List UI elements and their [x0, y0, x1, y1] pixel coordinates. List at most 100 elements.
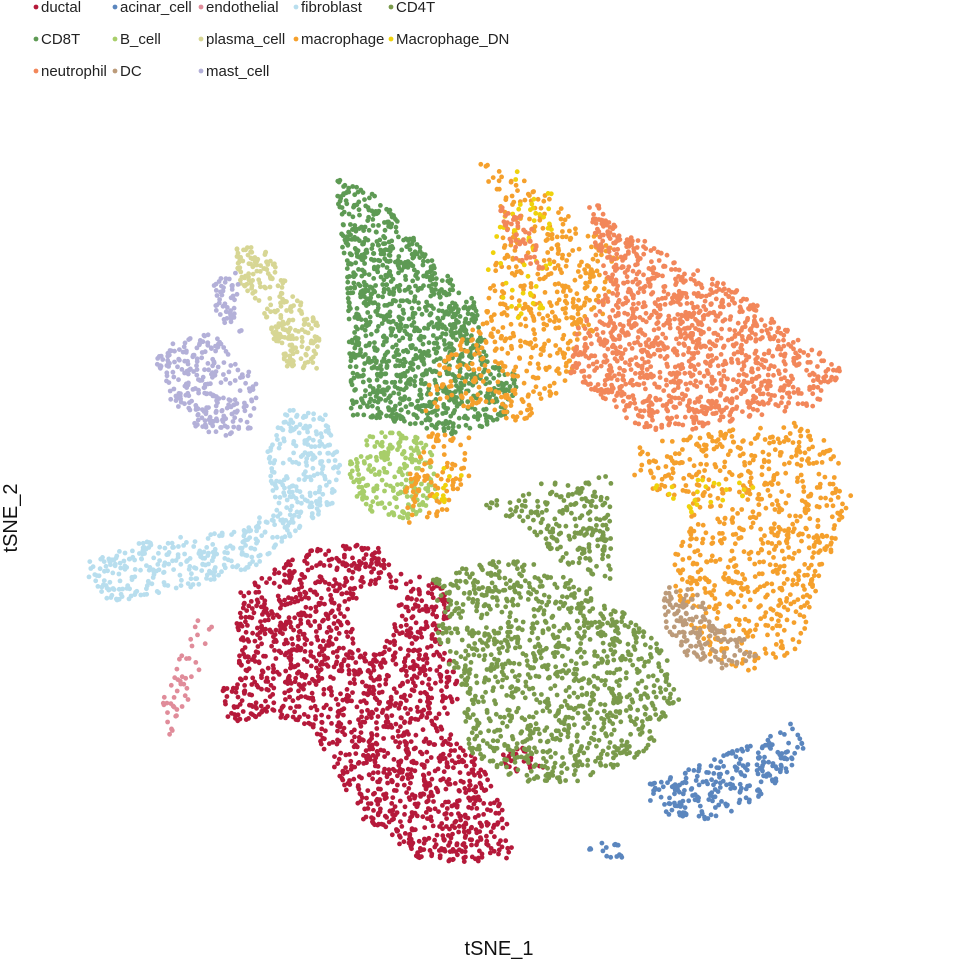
scatter-point	[438, 724, 444, 730]
scatter-point	[391, 757, 397, 762]
scatter-point	[443, 786, 449, 792]
scatter-point	[116, 571, 122, 577]
scatter-point	[400, 681, 405, 687]
scatter-point	[485, 807, 490, 812]
scatter-point	[640, 634, 646, 639]
scatter-point	[236, 627, 242, 633]
scatter-point	[495, 572, 501, 578]
scatter-point	[492, 834, 497, 840]
scatter-point	[755, 750, 761, 756]
scatter-point	[518, 595, 523, 600]
scatter-point	[255, 625, 260, 631]
scatter-point	[334, 449, 340, 455]
scatter-point	[374, 697, 380, 703]
scatter-point	[368, 801, 374, 806]
scatter-point	[449, 611, 455, 617]
scatter-point	[125, 583, 131, 588]
scatter-point	[263, 519, 269, 525]
scatter-point	[582, 629, 587, 635]
scatter-point	[378, 247, 383, 253]
scatter-point	[503, 513, 509, 519]
scatter-point	[341, 657, 347, 663]
scatter-point	[403, 743, 409, 748]
scatter-point	[444, 824, 449, 829]
scatter-point	[528, 591, 534, 597]
scatter-point	[318, 643, 323, 649]
scatter-point	[240, 605, 246, 611]
scatter-point	[391, 638, 397, 644]
scatter-point	[353, 543, 359, 549]
scatter-point	[407, 421, 413, 427]
scatter-point	[710, 798, 715, 804]
scatter-point	[249, 545, 254, 551]
scatter-point	[132, 567, 138, 572]
scatter-point	[320, 661, 326, 667]
scatter-point	[521, 562, 527, 568]
scatter-point	[550, 613, 556, 619]
scatter-point	[576, 678, 582, 684]
scatter-point	[313, 604, 319, 610]
scatter-point	[658, 794, 664, 800]
scatter-point	[455, 585, 461, 591]
scatter-point	[495, 630, 501, 636]
scatter-point	[516, 661, 522, 667]
scatter-point	[627, 692, 633, 698]
scatter-point	[546, 599, 552, 605]
scatter-point	[323, 428, 329, 434]
scatter-point	[500, 665, 506, 671]
scatter-point	[459, 673, 464, 679]
scatter-point	[179, 704, 185, 709]
scatter-point	[650, 673, 656, 679]
scatter-point	[450, 831, 455, 837]
scatter-point	[394, 628, 399, 634]
scatter-point	[446, 590, 452, 596]
scatter-point	[375, 770, 381, 775]
scatter-point	[148, 540, 153, 546]
scatter-point	[444, 684, 449, 690]
scatter-point	[730, 776, 735, 781]
scatter-point	[302, 649, 308, 654]
scatter-point	[541, 592, 547, 598]
scatter-point	[302, 642, 308, 647]
scatter-point	[425, 645, 430, 650]
scatter-point	[488, 783, 494, 789]
scatter-point	[310, 465, 316, 471]
scatter-point	[290, 459, 295, 465]
scatter-point	[298, 617, 303, 623]
scatter-point	[416, 656, 422, 662]
scatter-point	[466, 795, 471, 801]
scatter-point	[463, 719, 469, 724]
scatter-point	[360, 241, 365, 247]
scatter-point	[498, 761, 504, 767]
scatter-point	[492, 698, 497, 704]
scatter-point	[88, 566, 94, 571]
scatter-point	[510, 602, 516, 608]
scatter-point	[426, 794, 432, 799]
scatter-point	[766, 759, 771, 765]
scatter-point	[162, 545, 168, 551]
scatter-point	[307, 504, 313, 510]
scatter-point	[531, 691, 537, 697]
scatter-point	[552, 736, 558, 742]
scatter-point	[86, 574, 92, 580]
scatter-point	[584, 531, 589, 536]
scatter-point	[189, 571, 194, 577]
scatter-point	[573, 768, 578, 773]
scatter-point	[418, 791, 423, 797]
scatter-point	[238, 615, 244, 620]
scatter-point	[594, 710, 600, 716]
scatter-point	[297, 489, 303, 495]
scatter-point	[349, 575, 355, 581]
scatter-point	[270, 707, 276, 712]
scatter-point	[362, 289, 368, 295]
scatter-point	[611, 643, 617, 648]
scatter-point	[411, 320, 417, 325]
scatter-point	[448, 748, 454, 754]
scatter-point	[512, 759, 518, 765]
scatter-point	[298, 621, 304, 626]
scatter-point	[385, 287, 391, 292]
scatter-point	[593, 758, 598, 764]
scatter-point	[578, 641, 584, 646]
scatter-point	[300, 415, 306, 420]
scatter-point	[398, 646, 403, 652]
